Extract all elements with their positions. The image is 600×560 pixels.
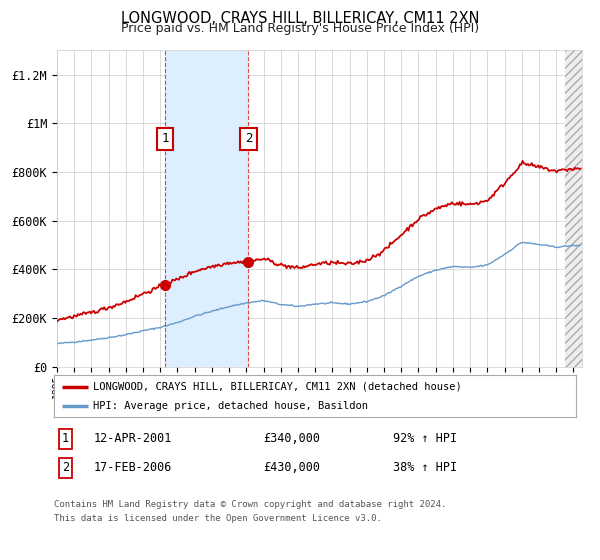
Text: 2: 2 [245, 133, 252, 146]
Text: LONGWOOD, CRAYS HILL, BILLERICAY, CM11 2XN (detached house): LONGWOOD, CRAYS HILL, BILLERICAY, CM11 2… [93, 381, 462, 391]
Text: £430,000: £430,000 [263, 461, 320, 474]
Text: 92% ↑ HPI: 92% ↑ HPI [394, 432, 457, 445]
Text: 1: 1 [161, 133, 169, 146]
Bar [565, 50, 582, 367]
Text: 2: 2 [62, 461, 69, 474]
Text: 1: 1 [62, 432, 69, 445]
Text: HPI: Average price, detached house, Basildon: HPI: Average price, detached house, Basi… [93, 401, 368, 411]
Text: LONGWOOD, CRAYS HILL, BILLERICAY, CM11 2XN: LONGWOOD, CRAYS HILL, BILLERICAY, CM11 2… [121, 11, 479, 26]
Text: £340,000: £340,000 [263, 432, 320, 445]
Text: 38% ↑ HPI: 38% ↑ HPI [394, 461, 457, 474]
Text: Contains HM Land Registry data © Crown copyright and database right 2024.: Contains HM Land Registry data © Crown c… [54, 500, 446, 508]
Text: This data is licensed under the Open Government Licence v3.0.: This data is licensed under the Open Gov… [54, 514, 382, 523]
Bar [165, 50, 248, 367]
Text: 12-APR-2001: 12-APR-2001 [93, 432, 172, 445]
Text: Price paid vs. HM Land Registry's House Price Index (HPI): Price paid vs. HM Land Registry's House … [121, 22, 479, 35]
Text: 17-FEB-2006: 17-FEB-2006 [93, 461, 172, 474]
